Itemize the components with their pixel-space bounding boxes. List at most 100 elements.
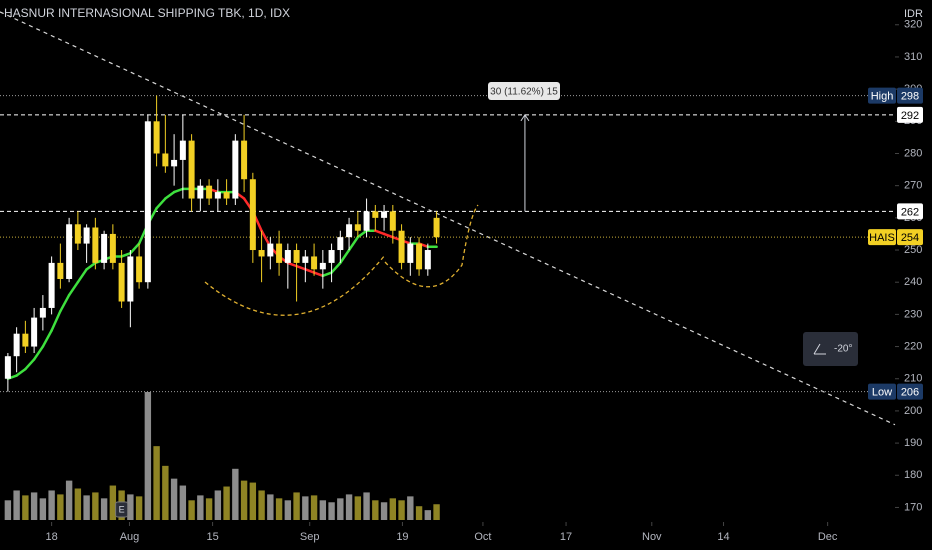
candle-body [319,262,326,270]
candle-body [389,211,396,231]
moving-average [24,358,36,371]
candle-body [416,243,423,270]
pattern-curve [204,254,386,316]
volume-bar [100,498,108,520]
candle-body [249,179,256,251]
x-tick-label: Sep [300,531,320,543]
candle-body [101,233,108,263]
candle-body [346,224,353,238]
volume-bar [284,500,292,520]
moving-average [50,309,62,332]
candle-body [214,192,221,199]
moving-average [41,329,53,348]
price-tag-value: 298 [901,90,919,102]
volume-bar [205,498,213,520]
volume-bar [144,392,152,520]
volume-bar [83,495,90,520]
x-tick-label: 14 [717,531,729,543]
volume-bar [372,500,379,520]
candle-body [407,243,414,263]
volume-bar [310,495,318,520]
moving-average [32,345,45,361]
moving-average [295,264,307,271]
moving-average [382,232,395,239]
y-tick-label: 250 [904,244,922,256]
moving-average [76,268,88,284]
event-marker [115,501,129,518]
x-tick-label: 17 [560,531,572,543]
volume-bar [267,494,274,520]
y-tick-label: 170 [904,501,922,513]
moving-average [164,190,176,200]
volume-bar [74,488,82,520]
volume-bar [197,495,204,520]
candle-body [337,237,344,251]
volume-bar [57,494,64,520]
price-tag [897,106,923,123]
x-tick-label: 19 [396,531,408,543]
volume-bar [415,506,423,520]
volume-bar [127,494,134,520]
moving-average [120,251,132,258]
volume-bar [258,490,265,520]
candle-body [206,185,213,199]
candle-body [92,227,99,263]
moving-average [374,229,386,236]
volume-bar [354,496,362,520]
candle-body [188,140,195,199]
moving-average [321,271,333,278]
candle-body [302,256,309,263]
candle-body [354,224,361,231]
candle-body [74,224,81,244]
y-tick-label: 270 [904,180,922,192]
volume-bar [214,490,222,520]
candle-body [109,233,116,263]
candle-body [66,224,73,279]
candle-body [311,256,318,270]
volume-bar [153,446,160,520]
volume-bar [135,496,143,520]
moving-average [339,248,351,265]
y-tick-label: 190 [904,437,922,449]
candle-body [127,256,134,302]
angle-label: -20° [834,344,852,355]
y-tick-label: 240 [904,276,922,288]
volume-bar [424,510,432,520]
moving-average [59,293,71,313]
candle-body [162,153,169,167]
candle-body [22,333,29,347]
candle-body [424,250,431,270]
candle-body [381,211,388,218]
volume-bar [232,468,239,520]
moving-average [172,187,185,194]
volume-bar [4,500,12,520]
candle-body [118,262,125,302]
price-tag [897,383,923,400]
volume-bar [433,504,440,520]
price-tag-label-bg [868,383,896,400]
candle-body [363,211,370,231]
angle-box-bg [803,332,858,366]
candle-body [223,192,230,199]
volume-bar [30,492,38,520]
volume-bar [39,498,47,520]
moving-average [67,280,80,297]
volume-bar [337,498,344,520]
price-tag-value: 292 [901,110,919,122]
candle-body [144,121,151,283]
candle-body [398,230,405,263]
candle-body [328,250,335,263]
candle-body [171,159,178,167]
volume-bar [328,502,335,520]
moving-average [356,229,368,239]
price-tag-label: HAIS [869,232,895,244]
measure-arrowhead [520,113,530,122]
volume-bar [407,496,414,520]
moving-average [155,197,167,210]
candle-body [48,262,55,308]
candle-body [39,307,46,318]
price-tag-value: 262 [901,206,919,218]
price-tag-value: 206 [901,387,919,399]
measure-label: 30 (11.62%) 15 [490,87,558,98]
